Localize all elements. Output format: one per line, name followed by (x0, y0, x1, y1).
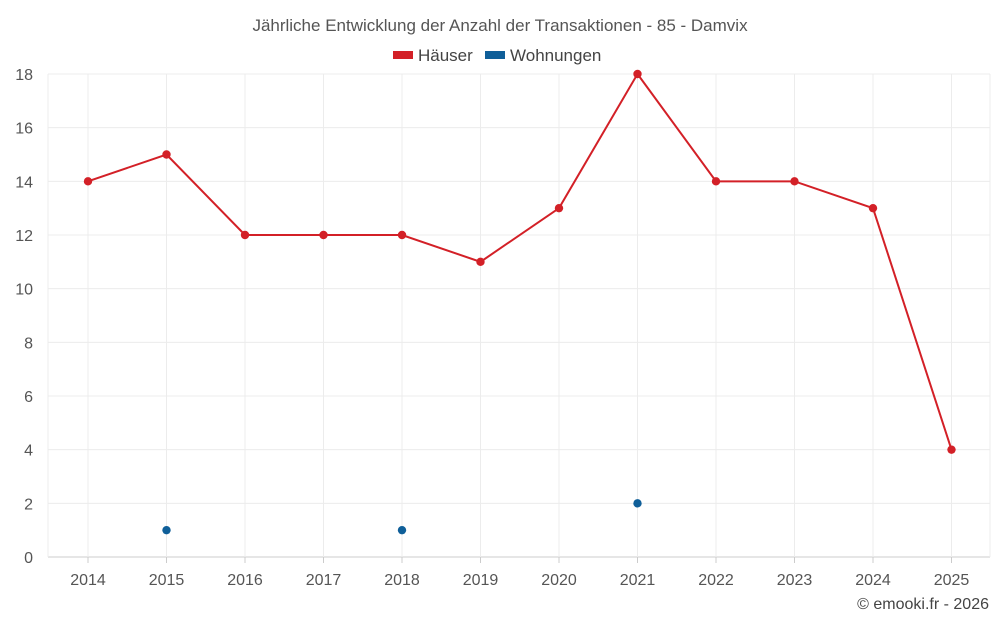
x-tick-label: 2014 (70, 572, 106, 589)
y-tick-label: 0 (24, 550, 33, 567)
x-tick-label: 2018 (384, 572, 420, 589)
data-point[interactable] (633, 499, 642, 508)
y-axis-ticks: 0 2 4 6 8 10 12 14 16 18 (15, 67, 33, 567)
series-layer (83, 69, 956, 535)
data-point[interactable] (162, 150, 171, 159)
data-point[interactable] (319, 230, 328, 240)
x-tick-label: 2021 (620, 572, 656, 589)
series-1 (162, 499, 642, 535)
x-tick-label: 2023 (777, 572, 813, 589)
legend-swatch-houses (393, 51, 413, 59)
data-point[interactable] (397, 230, 407, 240)
y-tick-label: 18 (15, 67, 33, 84)
data-point[interactable] (83, 177, 93, 186)
series-line (87, 72, 953, 450)
data-point[interactable] (947, 445, 956, 454)
x-tick-label: 2017 (306, 572, 342, 589)
data-point[interactable] (711, 177, 721, 186)
x-tick-label: 2024 (855, 572, 891, 589)
x-tick-label: 2022 (698, 572, 734, 589)
y-tick-label: 16 (15, 121, 33, 138)
y-tick-label: 8 (24, 335, 33, 352)
y-tick-label: 10 (15, 282, 33, 299)
chart-title: Jährliche Entwicklung der Anzahl der Tra… (252, 16, 748, 35)
legend: Häuser Wohnungen (393, 46, 601, 65)
legend-label-houses[interactable]: Häuser (418, 46, 473, 65)
data-point[interactable] (162, 525, 171, 535)
data-point[interactable] (790, 177, 799, 186)
copyright-credit: © emooki.fr - 2026 (857, 596, 989, 613)
y-tick-label: 12 (15, 228, 33, 245)
x-axis-ticks: 2014 2015 2016 2017 2018 2019 2020 2021 2022 2023… (70, 572, 969, 589)
y-tick-label: 6 (24, 389, 33, 406)
x-tick-label: 2020 (541, 572, 577, 589)
data-point[interactable] (397, 525, 407, 535)
data-point[interactable] (554, 203, 564, 213)
x-tick-label: 2016 (227, 572, 263, 589)
data-point[interactable] (633, 69, 642, 79)
legend-swatch-apartments (485, 51, 505, 59)
x-tick-label: 2015 (149, 572, 185, 589)
data-point[interactable] (240, 230, 250, 240)
data-point[interactable] (476, 257, 485, 267)
data-point[interactable] (868, 203, 878, 213)
y-tick-label: 14 (15, 174, 33, 191)
y-tick-label: 4 (24, 443, 33, 460)
y-tick-label: 2 (24, 496, 33, 513)
x-tick-label: 2019 (463, 572, 499, 589)
x-tick-label: 2025 (934, 572, 970, 589)
series-0 (83, 69, 956, 454)
legend-label-apartments[interactable]: Wohnungen (510, 46, 601, 65)
grid (47, 73, 991, 563)
